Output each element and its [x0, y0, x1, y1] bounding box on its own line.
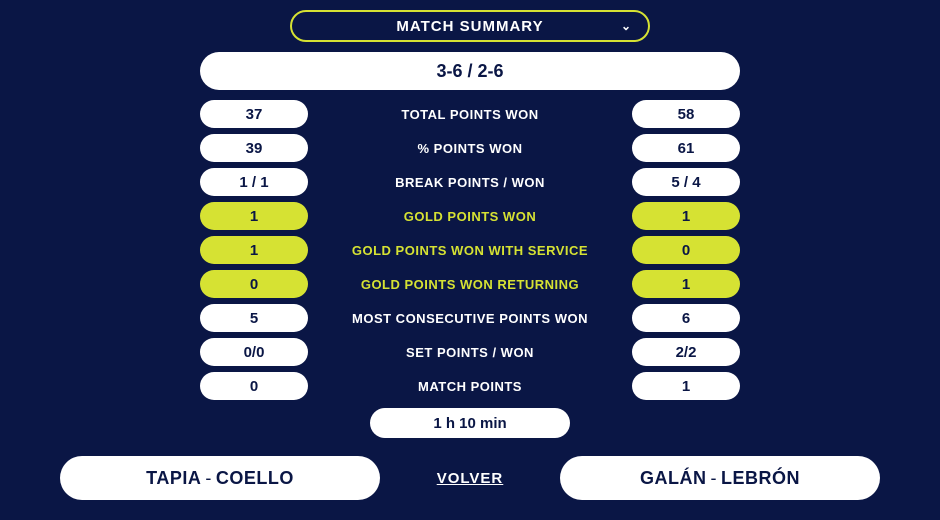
- stat-left-value: 39: [200, 134, 308, 162]
- stat-right-value: 6: [632, 304, 740, 332]
- stat-label: GOLD POINTS WON RETURNING: [316, 277, 624, 292]
- stat-left-value: 0: [200, 270, 308, 298]
- stat-label: GOLD POINTS WON: [316, 209, 624, 224]
- team-separator: -: [201, 468, 216, 489]
- chevron-down-icon: ⌄: [621, 19, 632, 33]
- stat-row: 0/0 SET POINTS / WON 2/2: [200, 338, 740, 366]
- team-right-player-b: LEBRÓN: [721, 468, 800, 489]
- stat-left-value: 1: [200, 202, 308, 230]
- match-summary-selector[interactable]: MATCH SUMMARY ⌄: [290, 10, 650, 42]
- stats-table: 37TOTAL POINTS WON5839% POINTS WON611 / …: [200, 100, 740, 400]
- team-left-player-b: COELLO: [216, 468, 294, 489]
- stat-row: 37 TOTAL POINTS WON 58: [200, 100, 740, 128]
- stat-left-value: 37: [200, 100, 308, 128]
- team-left-pill: TAPIA - COELLO: [60, 456, 380, 500]
- stat-right-value: 1: [632, 202, 740, 230]
- match-duration: 1 h 10 min: [433, 415, 506, 432]
- stat-label: SET POINTS / WON: [316, 345, 624, 360]
- stat-label: GOLD POINTS WON WITH SERVICE: [316, 243, 624, 258]
- stat-left-value: 0: [200, 372, 308, 400]
- team-right-pill: GALÁN - LEBRÓN: [560, 456, 880, 500]
- stat-row: 5 MOST CONSECUTIVE POINTS WON 6: [200, 304, 740, 332]
- stat-right-value: 0: [632, 236, 740, 264]
- stat-right-value: 58: [632, 100, 740, 128]
- team-separator: -: [706, 468, 721, 489]
- volver-label: VOLVER: [437, 470, 504, 487]
- team-right-player-a: GALÁN: [640, 468, 707, 489]
- stat-label: TOTAL POINTS WON: [316, 107, 624, 122]
- duration-pill: 1 h 10 min: [370, 408, 570, 438]
- score-pill: 3-6 / 2-6: [200, 52, 740, 90]
- stat-row: 39 % POINTS WON 61: [200, 134, 740, 162]
- stat-right-value: 1: [632, 372, 740, 400]
- match-score: 3-6 / 2-6: [436, 61, 503, 82]
- stat-row: 1 / 1 BREAK POINTS / WON 5 / 4: [200, 168, 740, 196]
- stat-label: % POINTS WON: [316, 141, 624, 156]
- selector-label: MATCH SUMMARY: [396, 18, 543, 35]
- stat-right-value: 5 / 4: [632, 168, 740, 196]
- team-left-player-a: TAPIA: [146, 468, 201, 489]
- stat-left-value: 5: [200, 304, 308, 332]
- stat-row: 1 GOLD POINTS WON 1: [200, 202, 740, 230]
- volver-link[interactable]: VOLVER: [437, 470, 504, 487]
- stat-row: 0 GOLD POINTS WON RETURNING 1: [200, 270, 740, 298]
- stat-label: BREAK POINTS / WON: [316, 175, 624, 190]
- stat-row: 0 MATCH POINTS 1: [200, 372, 740, 400]
- stat-right-value: 2/2: [632, 338, 740, 366]
- stat-right-value: 61: [632, 134, 740, 162]
- stat-label: MATCH POINTS: [316, 379, 624, 394]
- stat-left-value: 1 / 1: [200, 168, 308, 196]
- stat-right-value: 1: [632, 270, 740, 298]
- footer: TAPIA - COELLO VOLVER GALÁN - LEBRÓN: [60, 456, 880, 500]
- stat-label: MOST CONSECUTIVE POINTS WON: [316, 311, 624, 326]
- stat-row: 1 GOLD POINTS WON WITH SERVICE 0: [200, 236, 740, 264]
- stat-left-value: 0/0: [200, 338, 308, 366]
- stat-left-value: 1: [200, 236, 308, 264]
